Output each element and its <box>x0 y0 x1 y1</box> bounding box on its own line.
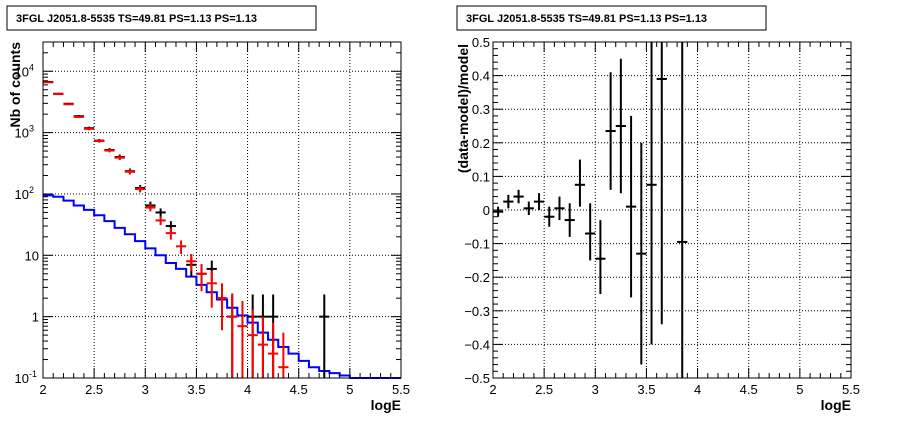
model-point <box>135 186 146 193</box>
y-tick-exponent: 4 <box>29 62 34 72</box>
residual-point <box>615 58 626 194</box>
x-axis-label: logE <box>821 397 851 413</box>
residual-point <box>585 203 596 261</box>
y-tick-label: −0.2 <box>464 270 490 285</box>
model-point <box>165 227 176 240</box>
y-tick-label: 0 <box>483 203 490 218</box>
model-point <box>227 293 238 378</box>
model-point <box>83 127 95 131</box>
model-point <box>196 264 207 292</box>
y-tick-label: −0.3 <box>464 304 490 319</box>
y-tick-label: −0.5 <box>464 371 490 386</box>
x-tick-label: 5 <box>796 382 803 397</box>
model-point <box>124 169 136 175</box>
plot-title: 3FGL J2051.8-5535 TS=49.81 PS=1.13 PS=1.… <box>16 13 257 25</box>
model-point <box>278 332 289 378</box>
model-point <box>63 103 74 106</box>
x-tick-label: 3.5 <box>187 382 205 397</box>
residual-point <box>564 203 575 237</box>
x-tick-label: 3 <box>592 382 599 397</box>
y-tick-label: 10 <box>15 126 29 141</box>
plot-frame <box>42 41 402 379</box>
model-point <box>73 115 84 119</box>
y-tick-label: 0.1 <box>472 169 490 184</box>
x-tick-label: 4 <box>244 382 251 397</box>
title-box <box>456 5 767 31</box>
model-point <box>268 322 279 378</box>
y-tick-label: 10 <box>15 371 29 386</box>
y-tick-label: 0.4 <box>472 69 490 84</box>
model-point <box>237 300 248 378</box>
residual-point <box>625 115 637 298</box>
residuals-panel: 2 2.5 3 3.5 4 4.5 5 5.5 −0.5 −0.4 −0.3 −0.2 −0.1 0 0.1… <box>455 5 860 413</box>
plot-title: 3FGL J2051.8-5535 TS=49.81 PS=1.13 PS=1.… <box>466 13 707 25</box>
model-point <box>104 148 115 153</box>
y-tick-label: −0.4 <box>464 337 490 352</box>
plot-frame <box>492 41 852 379</box>
residual-point <box>503 194 514 209</box>
y-tick-label: 10 <box>25 248 39 263</box>
x-tick-label: 2.5 <box>85 382 103 397</box>
model-point <box>257 316 269 378</box>
data-point <box>319 294 330 378</box>
x-tick-label: 4 <box>694 382 701 397</box>
x-tick-label: 4.5 <box>290 382 308 397</box>
x-axis-label: logE <box>371 397 401 413</box>
model-point <box>175 240 187 255</box>
residual-point <box>636 142 647 365</box>
model-point <box>114 155 125 160</box>
y-tick-label: 0.2 <box>472 136 490 151</box>
residual-point <box>646 42 657 345</box>
residual-point <box>523 201 534 216</box>
x-tick-label: 2 <box>489 382 496 397</box>
model-point <box>145 204 156 212</box>
residual-point <box>656 42 667 325</box>
residual-point <box>574 159 586 207</box>
y-tick-exponent: 3 <box>29 124 34 134</box>
y-tick-exponent: 2 <box>29 185 34 195</box>
model-point <box>155 216 166 226</box>
model-point <box>247 309 258 378</box>
x-tick-label: 5 <box>346 382 353 397</box>
model-point <box>53 93 64 96</box>
residual-point <box>533 193 545 210</box>
residual-point <box>605 72 616 190</box>
x-tick-label: 5.5 <box>392 382 410 397</box>
y-tick-label: 10 <box>15 64 29 79</box>
model-point <box>216 283 228 331</box>
y-axis-label: (data-model)/model <box>455 44 471 173</box>
model-point <box>206 270 217 308</box>
residual-point <box>677 42 688 378</box>
y-tick-label: 10 <box>15 187 29 202</box>
residual-point <box>554 196 565 221</box>
y-tick-label: −0.1 <box>464 237 490 252</box>
x-tick-label: 2 <box>39 382 46 397</box>
y-tick-exponent: -1 <box>29 369 37 379</box>
residual-point <box>513 189 524 204</box>
model-point <box>43 81 54 84</box>
residual-point <box>595 220 606 294</box>
y-tick-label: 0.5 <box>472 35 490 50</box>
y-axis-label: Nb of counts <box>7 42 23 128</box>
x-tick-label: 4.5 <box>740 382 758 397</box>
y-tick-label: 1 <box>32 310 39 325</box>
residual-point <box>493 206 504 217</box>
y-tick-label: 0.3 <box>472 102 490 117</box>
x-tick-label: 2.5 <box>535 382 553 397</box>
data-point <box>155 208 166 218</box>
x-tick-label: 5.5 <box>842 382 860 397</box>
x-tick-label: 3.5 <box>637 382 655 397</box>
title-box <box>6 5 317 31</box>
model-point <box>94 139 105 143</box>
model-point <box>186 254 197 272</box>
residual-point <box>544 206 555 227</box>
x-tick-label: 3 <box>142 382 149 397</box>
